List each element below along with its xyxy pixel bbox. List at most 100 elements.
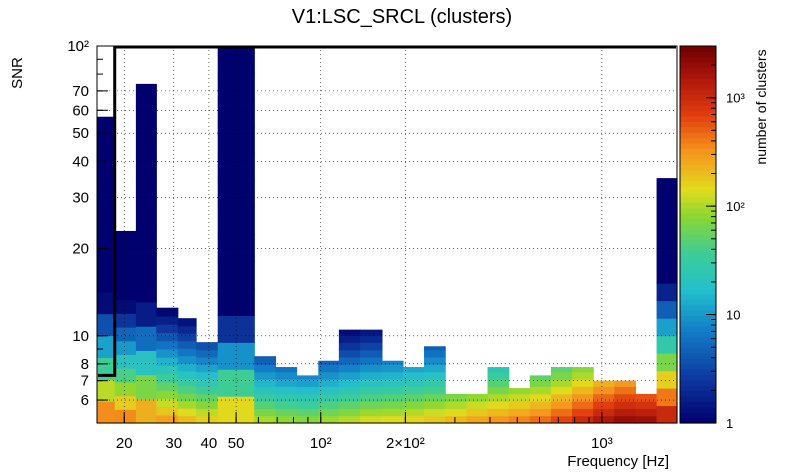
heatmap-cell	[360, 335, 383, 343]
heatmap-cell	[114, 313, 137, 328]
heatmap-cell	[318, 360, 340, 365]
heatmap-cell	[217, 126, 237, 155]
colorbar-segment	[680, 288, 716, 295]
heatmap-cell	[445, 408, 468, 417]
x-tick-label: 50	[228, 435, 245, 452]
heatmap-cell	[156, 373, 179, 383]
heatmap-cell	[338, 408, 361, 417]
heatmap-cell	[236, 126, 255, 155]
heatmap-cell	[254, 393, 277, 402]
heatmap-cell	[97, 401, 116, 424]
colorbar-segment	[680, 336, 716, 343]
x-tick-label: 20	[116, 435, 133, 452]
colorbar-frame	[679, 45, 717, 424]
heatmap-cell	[114, 258, 137, 273]
heatmap-cell	[114, 285, 137, 301]
heatmap-cell	[487, 401, 510, 409]
heatmap-cell	[656, 213, 678, 232]
colorbar-segment	[680, 239, 716, 246]
colorbar-tick-label: 1	[726, 416, 733, 431]
heatmap-cell	[424, 379, 446, 387]
heatmap-cell	[254, 401, 277, 409]
colorbar-segment	[680, 67, 716, 74]
heatmap-cell	[381, 379, 404, 387]
colorbar-segment	[680, 51, 716, 58]
heatmap-cell	[236, 72, 255, 101]
heatmap-cell	[217, 207, 237, 236]
heatmap-cell	[360, 415, 383, 424]
heatmap-cell	[381, 360, 404, 365]
colorbar-segment	[680, 218, 716, 225]
heatmap-cell	[593, 415, 615, 424]
colorbar-segment	[680, 315, 716, 322]
heatmap-cell	[254, 357, 277, 365]
heatmap-cell	[424, 364, 446, 373]
heatmap-cell	[593, 380, 615, 387]
heatmap-cell	[177, 370, 197, 379]
plot-frame	[96, 45, 678, 424]
heatmap-cell	[217, 315, 237, 343]
y-tick-label: 40	[72, 153, 89, 170]
heatmap-cell	[360, 371, 383, 380]
heatmap-cell	[424, 401, 446, 409]
colorbar-segment	[680, 175, 716, 182]
heatmap-cell	[114, 354, 137, 369]
heatmap-cell	[135, 132, 157, 158]
heatmap-cell	[529, 415, 552, 424]
colorbar-segment	[680, 309, 716, 316]
heatmap-cell	[217, 288, 237, 316]
heatmap-cell	[656, 265, 678, 284]
colorbar-segment	[680, 374, 716, 381]
y-tick-label: 60	[72, 102, 89, 119]
heatmap-cell	[196, 349, 219, 358]
colorbar: 1 10 10² 10³	[679, 45, 745, 431]
heatmap-cell	[156, 348, 179, 358]
colorbar-segment	[680, 234, 716, 241]
colorbar-segment	[680, 142, 716, 149]
heatmap-cell	[466, 393, 489, 402]
heatmap-cell	[508, 393, 531, 402]
heatmap-cell	[402, 393, 425, 402]
heatmap-cell	[614, 408, 637, 417]
heatmap-cell	[338, 415, 361, 424]
heatmap-cell	[656, 300, 678, 319]
heatmap-cell	[424, 346, 446, 351]
heatmap-cell	[656, 230, 678, 249]
heatmap-cell	[97, 204, 116, 227]
heatmap-cell	[177, 363, 197, 372]
heatmap-cell	[318, 415, 340, 424]
heatmap-cell	[135, 374, 157, 400]
heatmap-cell	[135, 350, 157, 376]
heatmap-cell	[656, 405, 678, 424]
heatmap-cell	[656, 370, 678, 389]
y-tick-label: 70	[72, 83, 89, 100]
heatmap-cell	[593, 393, 615, 402]
heatmap-cell	[318, 393, 340, 402]
heatmap-cell	[508, 415, 531, 424]
heatmap-cell	[97, 182, 116, 205]
colorbar-segment	[680, 212, 716, 219]
heatmap-cell	[318, 379, 340, 387]
heatmap-cell	[424, 357, 446, 365]
heatmap-cell	[508, 408, 531, 417]
heatmap-cell	[217, 396, 237, 424]
heatmap-cell	[381, 401, 404, 409]
heatmap-cell	[217, 153, 237, 182]
heatmap-cell	[360, 379, 383, 387]
heatmap-cell	[487, 386, 510, 395]
heatmap-cell	[402, 367, 425, 373]
heatmap-cell	[254, 379, 277, 387]
heatmap-cell	[97, 313, 116, 337]
heatmap-cell	[196, 415, 219, 424]
heatmap-cell	[196, 357, 219, 365]
heatmap-cell	[656, 318, 678, 337]
heatmap-cell	[572, 379, 594, 387]
colorbar-segment	[680, 406, 716, 413]
x-tick-label: 40	[201, 435, 218, 452]
heatmap-cell	[296, 379, 319, 387]
heatmap-cell	[338, 386, 361, 395]
y-tick-label: 20	[72, 241, 89, 258]
heatmap-cell	[135, 156, 157, 182]
heatmap-cell	[97, 291, 116, 315]
heatmap-cell	[381, 415, 404, 424]
